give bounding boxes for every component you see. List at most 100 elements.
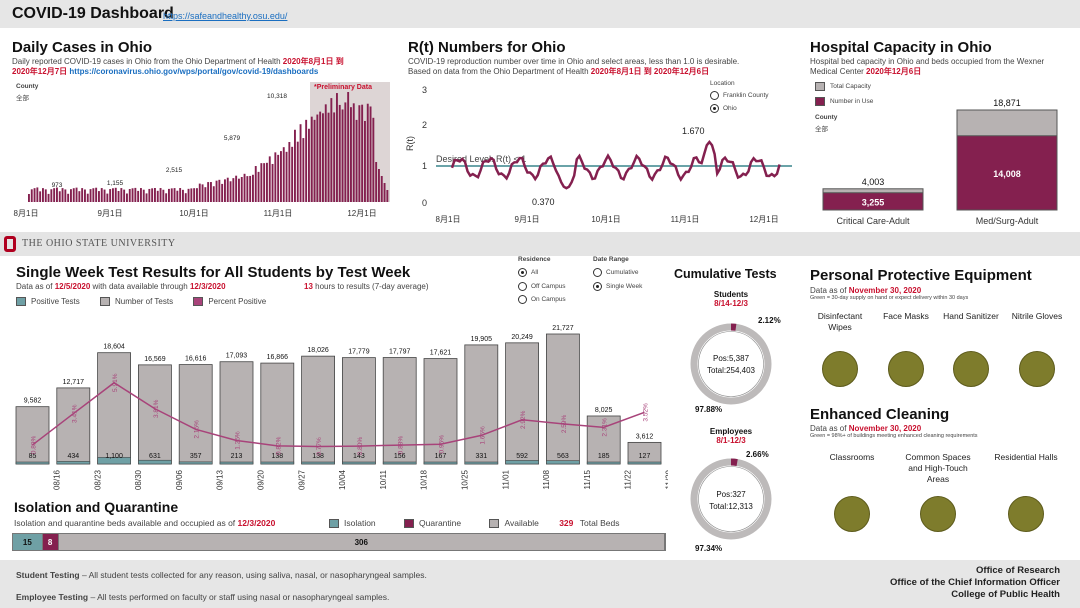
daily-case-bar — [204, 187, 207, 202]
cleaning-status-indicator[interactable] — [1008, 496, 1044, 532]
daily-case-bar — [310, 116, 313, 202]
students-pct-pos: 2.12% — [758, 316, 781, 325]
daily-case-bar — [170, 188, 173, 202]
daily-case-label: 5,879 — [224, 135, 241, 142]
available-segment[interactable]: 306 — [58, 534, 665, 550]
week-tick-label: 11/15 — [583, 469, 592, 489]
daily-case-bar — [302, 138, 305, 202]
radio-selected-icon — [518, 268, 527, 277]
residence-on-campus[interactable]: On Campus — [518, 295, 566, 304]
daily-case-bar — [117, 190, 120, 202]
daily-case-bar — [336, 93, 338, 202]
daily-case-bar — [53, 188, 56, 202]
daily-case-bar — [151, 188, 154, 202]
daily-case-bar — [296, 141, 299, 202]
residence-off-campus[interactable]: Off Campus — [518, 282, 566, 291]
daterange-label: Date Range — [593, 256, 629, 263]
daily-case-bar — [89, 189, 92, 202]
cleaning-note: Green = 98%+ of buildings meeting enhanc… — [810, 433, 978, 439]
cleaning-status-indicator[interactable] — [920, 496, 956, 532]
positive-value-label: 592 — [516, 453, 528, 460]
positive-bar — [178, 461, 213, 465]
daily-case-bar — [322, 113, 324, 202]
positive-bar — [138, 459, 172, 465]
ppe-status-indicator[interactable] — [822, 351, 858, 387]
tests-value-label: 21,727 — [552, 325, 574, 332]
daily-case-bar — [249, 175, 252, 202]
daily-case-bar — [240, 177, 243, 202]
daterange-single-week[interactable]: Single Week — [593, 282, 642, 291]
daily-case-bar — [168, 188, 170, 202]
ppe-title: Personal Protective Equipment — [810, 267, 1032, 284]
daily-case-bar — [327, 112, 330, 202]
cleaning-status-indicator[interactable] — [834, 496, 870, 532]
daily-case-bar — [184, 193, 187, 202]
percent-label: 3.81% — [153, 399, 160, 418]
daterange-cumulative[interactable]: Cumulative — [593, 268, 639, 277]
location-option-franklin[interactable]: Franklin County — [710, 91, 769, 100]
header-link[interactable]: https://safeandhealthy.osu.edu/ — [163, 11, 288, 21]
top-bar: COVID-19 Dashboard https://safeandhealth… — [0, 0, 1080, 28]
daily-case-bar — [226, 177, 229, 202]
footer-offices: Office of Research Office of the Chief I… — [890, 565, 1060, 601]
quarantine-segment[interactable]: 8 — [42, 534, 59, 550]
hospital-title: Hospital Capacity in Ohio — [810, 39, 992, 56]
legend-number-in-use: Number in Use — [815, 97, 873, 106]
percent-label: 3.41% — [71, 404, 78, 423]
hospital-total-label: 4,003 — [862, 177, 885, 187]
tests-value-label: 9,582 — [24, 398, 42, 405]
daily-case-bar — [246, 176, 249, 202]
ppe-label: Face Masks — [883, 311, 929, 321]
students-inner — [698, 331, 764, 397]
daily-case-bar — [252, 174, 254, 202]
daily-x-tick: 10月1日 — [179, 209, 208, 218]
hospital-group-label: Med/Surg-Adult — [976, 216, 1039, 226]
rt-y-tick: 2 — [422, 120, 427, 130]
positive-value-label: 185 — [598, 453, 610, 460]
ppe-status-indicator[interactable] — [953, 351, 989, 387]
positive-bar — [505, 460, 539, 465]
daily-case-bar — [375, 162, 378, 202]
location-label: Location — [710, 80, 735, 87]
tests-value-label: 17,621 — [430, 350, 452, 357]
office-public-health: College of Public Health — [951, 589, 1060, 600]
daily-case-bar — [187, 188, 190, 202]
rt-series-line — [450, 140, 781, 190]
isolation-bar: 15 8 306 — [12, 533, 666, 551]
rt-x-tick: 8月1日 — [436, 215, 461, 224]
positive-value-label: 138 — [312, 453, 324, 460]
week-tick-label: 10/04 — [338, 469, 347, 490]
daily-case-bar — [364, 120, 366, 202]
radio-selected-icon — [710, 104, 719, 113]
ppe-status-indicator[interactable] — [1019, 351, 1055, 387]
daily-case-bar — [145, 193, 148, 202]
footer-employee-note: Employee Testing – All tests performed o… — [16, 592, 390, 602]
students-pos: Pos:5,387 — [713, 354, 750, 363]
isolation-segment[interactable]: 15 — [13, 534, 43, 550]
residence-all[interactable]: All — [518, 268, 538, 277]
daily-case-bar — [154, 187, 156, 202]
dashboard-title: COVID-19 Dashboard — [12, 5, 174, 22]
ppe-status-indicator[interactable] — [888, 351, 924, 387]
daily-case-bar — [330, 98, 333, 202]
daily-case-bar — [44, 189, 47, 202]
daily-county-value[interactable]: 全部 — [16, 95, 29, 102]
daily-case-bar — [319, 111, 322, 202]
tests-bar — [546, 333, 580, 465]
rt-y-tick: 0 — [422, 198, 427, 208]
radio-selected-icon — [593, 282, 602, 291]
daily-case-bar — [120, 188, 123, 202]
hospital-use-label: 3,255 — [862, 197, 885, 207]
positive-value-label: 85 — [29, 453, 37, 460]
tests-chart: 9,582 850.89% 08/16 12,717 434 3.41% 08/23 18,6… — [15, 325, 668, 490]
hospital-county-value[interactable]: 全部 — [815, 126, 828, 133]
daily-case-bar — [165, 193, 168, 202]
employees-inner — [698, 466, 764, 532]
daily-case-bar — [39, 191, 42, 202]
daily-case-bar — [28, 194, 30, 202]
location-option-ohio[interactable]: Ohio — [710, 104, 737, 113]
daily-case-bar — [347, 92, 350, 202]
isolation-desc: Isolation and quarantine beds available … — [14, 518, 276, 528]
daily-cases-link[interactable]: https://coronavirus.ohio.gov/wps/portal/… — [69, 67, 319, 76]
daily-case-bar — [196, 188, 198, 202]
